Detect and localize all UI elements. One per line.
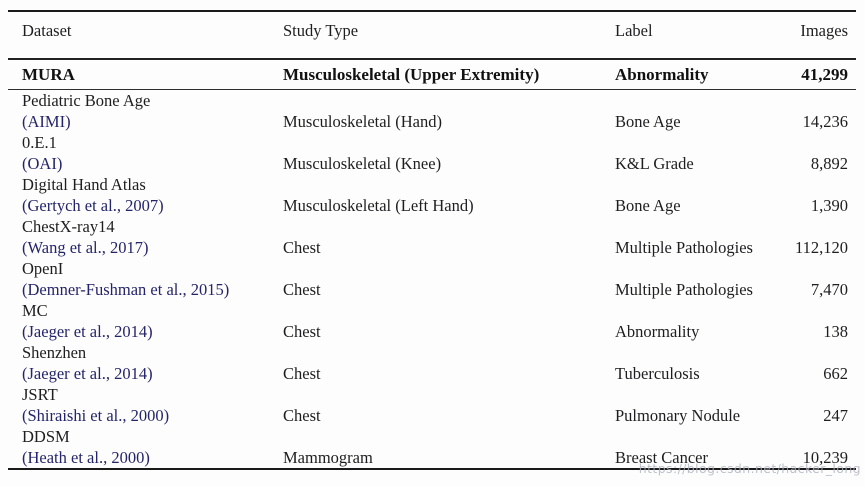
dataset-name-cell: OpenI xyxy=(22,259,64,278)
dataset-citation-link[interactable]: (Jaeger et al., 2014) xyxy=(22,364,153,383)
table-top-rule xyxy=(8,10,856,12)
table-row: Shenzhen (Jaeger et al., 2014) Chest Tub… xyxy=(8,342,856,384)
dataset-citation-link[interactable]: (Shiraishi et al., 2000) xyxy=(22,406,170,425)
images-cell: 7,470 xyxy=(810,280,848,299)
images-cell: 10,239 xyxy=(802,448,848,467)
dataset-citation-link[interactable]: (Jaeger et al., 2014) xyxy=(22,322,153,341)
label-cell: Bone Age xyxy=(615,112,681,131)
study-type-cell: Chest xyxy=(283,364,321,383)
column-header-study-type: Study Type xyxy=(283,21,359,40)
column-header-dataset: Dataset xyxy=(22,21,72,40)
csdn-watermark: https://blog.csdn.net/hacker_long xyxy=(638,461,861,476)
table-row: Digital Hand Atlas (Gertych et al., 2007… xyxy=(8,174,856,216)
study-type-cell: Musculoskeletal (Upper Extremity) xyxy=(283,64,540,84)
dataset-name-cell: Shenzhen xyxy=(22,343,87,362)
label-cell: Breast Cancer xyxy=(615,448,708,467)
label-cell: Tuberculosis xyxy=(615,364,700,383)
study-type-cell: Musculoskeletal (Hand) xyxy=(283,112,442,131)
table-row-mura: MURA Musculoskeletal (Upper Extremity) A… xyxy=(8,60,856,89)
column-header-images: Images xyxy=(800,21,848,40)
dataset-name-cell: Digital Hand Atlas xyxy=(22,175,146,194)
mura-separator-rule xyxy=(8,89,856,90)
images-cell: 112,120 xyxy=(794,238,848,257)
label-cell: Multiple Pathologies xyxy=(615,238,753,257)
study-type-cell: Chest xyxy=(283,280,321,299)
table-row: OpenI (Demner-Fushman et al., 2015) Ches… xyxy=(8,258,856,300)
dataset-name-cell: MURA xyxy=(22,64,75,84)
dataset-citation-link[interactable]: (AIMI) xyxy=(22,112,71,131)
dataset-name-cell: Pediatric Bone Age xyxy=(22,91,151,110)
images-cell: 41,299 xyxy=(801,64,848,84)
table-bottom-rule xyxy=(8,468,856,470)
dataset-name-cell: MC xyxy=(22,301,48,320)
label-cell: Bone Age xyxy=(615,196,681,215)
label-cell: K&L Grade xyxy=(615,154,694,173)
study-type-cell: Chest xyxy=(283,322,321,341)
dataset-name-cell: ChestX-ray14 xyxy=(22,217,115,236)
table-row: MC (Jaeger et al., 2014) Chest Abnormali… xyxy=(8,300,856,342)
table-row: 0.E.1 (OAI) Musculoskeletal (Knee) K&L G… xyxy=(8,132,856,174)
images-cell: 14,236 xyxy=(802,112,848,131)
column-header-label: Label xyxy=(615,21,653,40)
images-cell: 1,390 xyxy=(810,196,848,215)
images-cell: 662 xyxy=(823,364,848,383)
dataset-citation-link[interactable]: (Heath et al., 2000) xyxy=(22,448,150,467)
dataset-citation-link[interactable]: (Gertych et al., 2007) xyxy=(22,196,164,215)
table-row: JSRT (Shiraishi et al., 2000) Chest Pulm… xyxy=(8,384,856,426)
dataset-name-cell: DDSM xyxy=(22,427,70,446)
images-cell: 8,892 xyxy=(810,154,848,173)
table-row: ChestX-ray14 (Wang et al., 2017) Chest M… xyxy=(8,216,856,258)
label-cell: Abnormality xyxy=(615,64,709,84)
label-cell: Abnormality xyxy=(615,322,700,341)
table-row: DDSM (Heath et al., 2000) Mammogram Brea… xyxy=(8,426,856,468)
dataset-name-cell: 0.E.1 xyxy=(22,133,57,152)
label-cell: Multiple Pathologies xyxy=(615,280,753,299)
images-cell: 138 xyxy=(823,322,848,341)
images-cell: 247 xyxy=(823,406,848,425)
study-type-cell: Musculoskeletal (Left Hand) xyxy=(283,196,474,215)
study-type-cell: Mammogram xyxy=(283,448,373,467)
label-cell: Pulmonary Nodule xyxy=(615,406,741,425)
dataset-citation-link[interactable]: (Wang et al., 2017) xyxy=(22,238,149,257)
study-type-cell: Musculoskeletal (Knee) xyxy=(283,154,442,173)
dataset-citation-link[interactable]: (OAI) xyxy=(22,154,63,173)
study-type-cell: Chest xyxy=(283,406,321,425)
study-type-cell: Chest xyxy=(283,238,321,257)
dataset-name-cell: JSRT xyxy=(22,385,58,404)
table-header-row: Dataset Study Type Label Images xyxy=(8,12,856,58)
datasets-table: Dataset Study Type Label Images MURA Mus… xyxy=(8,10,856,470)
table-row: Pediatric Bone Age (AIMI) Musculoskeleta… xyxy=(8,90,856,132)
dataset-citation-link[interactable]: (Demner-Fushman et al., 2015) xyxy=(22,280,230,299)
header-separator-rule xyxy=(8,58,856,60)
